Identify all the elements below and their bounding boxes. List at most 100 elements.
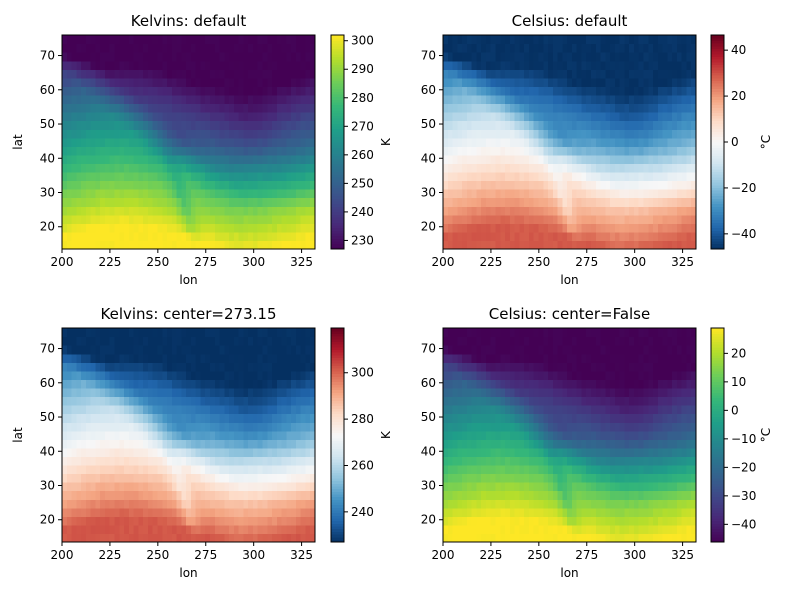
heatmap-cell <box>76 52 81 61</box>
heatmap-cell <box>653 146 658 155</box>
heatmap-cell <box>134 362 139 371</box>
heatmap-cell <box>272 422 277 431</box>
heatmap-cell <box>186 508 191 517</box>
heatmap-cell <box>515 44 520 53</box>
heatmap-cell <box>277 223 282 232</box>
heatmap-cell <box>629 223 634 232</box>
heatmap-cell <box>296 61 301 70</box>
heatmap-cell <box>605 499 610 508</box>
heatmap-cell <box>548 52 553 61</box>
heatmap-cell <box>519 35 524 44</box>
heatmap-cell <box>81 328 86 337</box>
heatmap-cell <box>610 181 615 190</box>
heatmap-cell <box>157 362 162 371</box>
heatmap-cell <box>305 86 310 95</box>
heatmap-cell <box>686 129 691 138</box>
heatmap-cell <box>472 52 477 61</box>
heatmap-cell <box>581 112 586 121</box>
heatmap-cell <box>510 206 515 215</box>
heatmap-cell <box>524 172 529 181</box>
heatmap-cell <box>634 189 639 198</box>
heatmap-cell <box>143 61 148 70</box>
heatmap-cell <box>457 215 462 224</box>
heatmap-cell <box>119 405 124 414</box>
heatmap-cell <box>129 215 134 224</box>
heatmap-cell <box>177 422 182 431</box>
heatmap-cell <box>282 121 287 130</box>
heatmap-cell <box>167 439 172 448</box>
heatmap-cell <box>200 422 205 431</box>
heatmap-cell <box>658 121 663 130</box>
heatmap-cell <box>601 69 606 78</box>
heatmap-cell <box>543 198 548 207</box>
heatmap-cell <box>634 146 639 155</box>
heatmap-cell <box>100 78 105 87</box>
heatmap-cell <box>110 533 115 542</box>
heatmap-cell <box>181 516 186 525</box>
heatmap-cell <box>453 95 458 104</box>
heatmap-cell <box>253 78 258 87</box>
heatmap-cell <box>496 52 501 61</box>
heatmap-cell <box>148 345 153 354</box>
heatmap-cell <box>658 499 663 508</box>
heatmap-cell <box>119 328 124 337</box>
heatmap-cell <box>591 121 596 130</box>
heatmap-cell <box>496 240 501 249</box>
heatmap-cell <box>472 189 477 198</box>
heatmap-cell <box>553 533 558 542</box>
heatmap-cell <box>305 155 310 164</box>
heatmap-cell <box>605 78 610 87</box>
heatmap-cell <box>443 146 448 155</box>
heatmap-cell <box>558 189 563 198</box>
heatmap-cell <box>62 396 67 405</box>
heatmap-cell <box>586 508 591 517</box>
heatmap-cell <box>672 121 677 130</box>
heatmap-cell <box>534 232 539 241</box>
heatmap-cell <box>443 525 448 534</box>
heatmap-cell <box>562 206 567 215</box>
heatmap-cell <box>515 35 520 44</box>
heatmap-cell <box>229 405 234 414</box>
heatmap-cell <box>200 362 205 371</box>
heatmap-cell <box>519 129 524 138</box>
heatmap-cell <box>305 499 310 508</box>
heatmap-cell <box>119 215 124 224</box>
heatmap-cell <box>653 181 658 190</box>
heatmap-cell <box>305 172 310 181</box>
heatmap-cell <box>519 439 524 448</box>
heatmap-cell <box>481 508 486 517</box>
heatmap-cell <box>258 396 263 405</box>
heatmap-cell <box>167 181 172 190</box>
heatmap-cell <box>534 448 539 457</box>
heatmap-cell <box>601 215 606 224</box>
heatmap-cell <box>119 525 124 534</box>
heatmap-cell <box>596 232 601 241</box>
heatmap-cell <box>110 52 115 61</box>
heatmap-cell <box>95 431 100 440</box>
heatmap-cell <box>558 86 563 95</box>
heatmap-cell <box>467 163 472 172</box>
heatmap-cell <box>634 482 639 491</box>
heatmap-cell <box>115 499 120 508</box>
heatmap-cell <box>653 232 658 241</box>
heatmap-cell <box>234 465 239 474</box>
heatmap-cell <box>538 206 543 215</box>
heatmap-cell <box>62 474 67 483</box>
heatmap-cell <box>515 516 520 525</box>
heatmap-cell <box>577 69 582 78</box>
heatmap-cell <box>86 112 91 121</box>
heatmap-cell <box>153 198 158 207</box>
heatmap-cell <box>157 232 162 241</box>
heatmap-cell <box>253 112 258 121</box>
heatmap-cell <box>186 223 191 232</box>
heatmap-cell <box>467 215 472 224</box>
heatmap-cell <box>572 198 577 207</box>
heatmap-cell <box>119 206 124 215</box>
heatmap-cell <box>253 431 258 440</box>
heatmap-cell <box>677 78 682 87</box>
heatmap-cell <box>167 414 172 423</box>
heatmap-cell <box>220 129 225 138</box>
heatmap-cell <box>282 86 287 95</box>
heatmap-cell <box>172 129 177 138</box>
heatmap-cell <box>148 371 153 380</box>
